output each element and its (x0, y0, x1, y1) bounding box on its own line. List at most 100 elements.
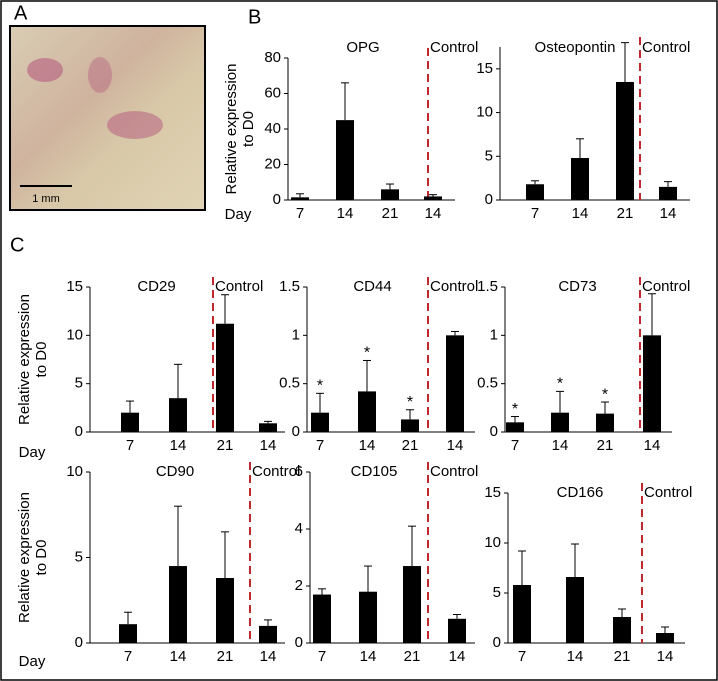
control-label: Control (644, 484, 692, 501)
x-tick-label: 7 (126, 437, 134, 454)
y-tick-label: 0 (490, 423, 498, 440)
x-tick-label: 14 (359, 437, 376, 454)
bar (169, 398, 187, 432)
x-tick-label: 7 (518, 648, 526, 665)
significance-marker: * (602, 386, 608, 403)
chart-title: CD73 (558, 278, 596, 295)
y-tick-label: 1.5 (477, 278, 498, 295)
bar (359, 591, 377, 643)
bar (403, 566, 421, 643)
x-tick-label: 14 (337, 205, 354, 222)
bar (336, 120, 354, 200)
y-tick-label: 0.5 (279, 375, 300, 392)
stain (27, 58, 63, 82)
y-tick-label: 20 (264, 155, 281, 172)
bar (259, 423, 277, 432)
x-tick-label: 14 (572, 205, 589, 222)
bar (513, 585, 531, 643)
x-tick-label: 14 (567, 648, 584, 665)
chart-title: CD44 (353, 278, 391, 295)
bar (259, 625, 277, 643)
x-tick-label: 21 (614, 648, 631, 665)
control-label: Control (642, 39, 690, 56)
chart-title: CD105 (351, 463, 398, 480)
x-tick-label: 21 (217, 648, 234, 665)
stain (107, 111, 163, 139)
y-axis-label: Relative expression (16, 294, 33, 425)
bar (448, 618, 466, 643)
bar (424, 196, 442, 200)
bar (566, 577, 584, 643)
significance-marker: * (407, 394, 413, 411)
y-tick-label: 80 (264, 49, 281, 66)
bar (121, 412, 139, 432)
y-tick-label: 10 (476, 104, 493, 121)
y-tick-label: 0 (75, 423, 83, 440)
panel-label: A (14, 2, 28, 24)
bar (313, 594, 331, 643)
x-tick-label: 14 (360, 648, 377, 665)
y-tick-label: 40 (264, 120, 281, 137)
y-axis-label: to D0 (33, 540, 50, 576)
y-tick-label: 5 (75, 548, 83, 565)
bar (358, 391, 376, 432)
control-label: Control (642, 278, 690, 295)
x-tick-label: 7 (296, 205, 304, 222)
x-tick-label: 21 (404, 648, 421, 665)
y-tick-label: 5 (485, 147, 493, 164)
significance-marker: * (512, 401, 518, 418)
control-label: Control (430, 463, 478, 480)
bar (169, 566, 187, 643)
control-label: Control (252, 463, 300, 480)
micrograph (9, 25, 206, 211)
x-tick-label: 14 (260, 648, 277, 665)
control-label: Control (430, 278, 478, 295)
bar (381, 189, 399, 200)
x-tick-label: 14 (170, 437, 187, 454)
x-tick-label: 7 (318, 648, 326, 665)
bar (613, 617, 631, 643)
chart-title: CD166 (557, 484, 604, 501)
x-tick-label: 14 (449, 648, 466, 665)
x-tick-label: 14 (260, 437, 277, 454)
y-tick-label: 0.5 (477, 375, 498, 392)
bar (216, 578, 234, 643)
x-tick-label: 14 (552, 437, 569, 454)
x-tick-label: 21 (382, 205, 399, 222)
significance-marker: * (557, 376, 563, 393)
bar (616, 81, 634, 200)
bar (526, 184, 544, 200)
panel-label: B (248, 6, 261, 28)
x-tick-label: 7 (511, 437, 519, 454)
y-tick-label: 0 (493, 634, 501, 651)
bar (446, 335, 464, 432)
y-tick-label: 0 (295, 634, 303, 651)
bar (656, 633, 674, 643)
x-tick-label: 14 (447, 437, 464, 454)
x-axis-label: Day (19, 653, 46, 670)
bar (643, 335, 661, 432)
panel-label: C (10, 234, 24, 256)
chart-title: Osteopontin (535, 39, 616, 56)
y-tick-label: 2 (295, 577, 303, 594)
y-tick-label: 10 (66, 463, 83, 480)
y-axis-label: to D0 (240, 111, 257, 147)
control-label: Control (430, 39, 478, 56)
x-tick-label: 21 (617, 205, 634, 222)
y-tick-label: 6 (295, 463, 303, 480)
stain (88, 57, 112, 93)
y-tick-label: 5 (493, 584, 501, 601)
bar (596, 413, 614, 432)
x-tick-label: 7 (124, 648, 132, 665)
x-tick-label: 21 (217, 437, 234, 454)
bar (291, 197, 309, 200)
x-tick-label: 7 (316, 437, 324, 454)
x-tick-label: 21 (597, 437, 614, 454)
x-axis-label: Day (225, 206, 252, 223)
y-tick-label: 1 (490, 326, 498, 343)
chart-title: CD90 (156, 463, 194, 480)
bar (311, 412, 329, 432)
bar (659, 186, 677, 200)
bar (571, 158, 589, 200)
